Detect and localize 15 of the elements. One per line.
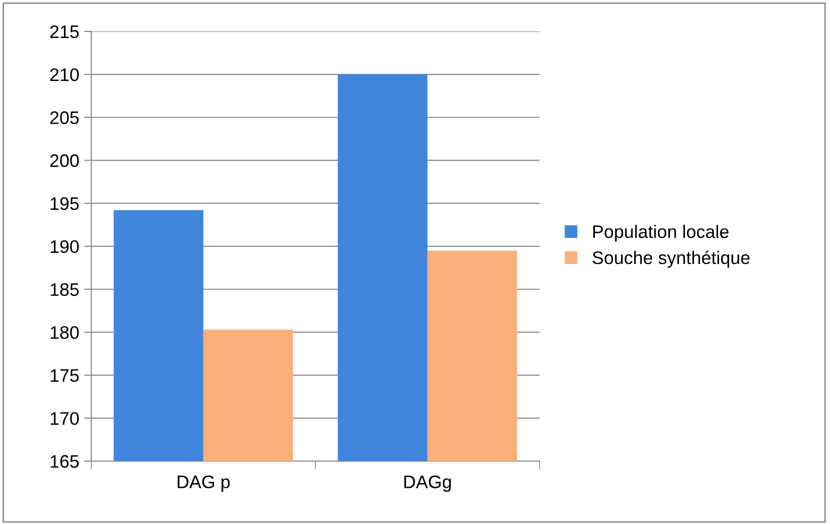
y-tick-label: 165 bbox=[50, 455, 79, 468]
legend-label: Souche synthétique bbox=[592, 250, 750, 268]
y-tick-label: 215 bbox=[50, 25, 79, 38]
legend-label: Population locale bbox=[593, 224, 729, 242]
y-tick-label: 180 bbox=[50, 326, 79, 339]
y-tick-label: 190 bbox=[50, 240, 79, 253]
y-tick-label: 185 bbox=[50, 283, 79, 296]
y-tick-label: 170 bbox=[50, 412, 79, 425]
x-tick-label: DAG p bbox=[178, 475, 230, 492]
y-tick-label: 195 bbox=[50, 197, 79, 210]
y-tick-label: 175 bbox=[50, 369, 79, 382]
y-tick-label: 210 bbox=[50, 68, 79, 82]
x-tick-label: DAGg bbox=[404, 475, 451, 492]
y-tick-label: 200 bbox=[50, 154, 79, 168]
y-tick-label: 205 bbox=[50, 111, 79, 124]
